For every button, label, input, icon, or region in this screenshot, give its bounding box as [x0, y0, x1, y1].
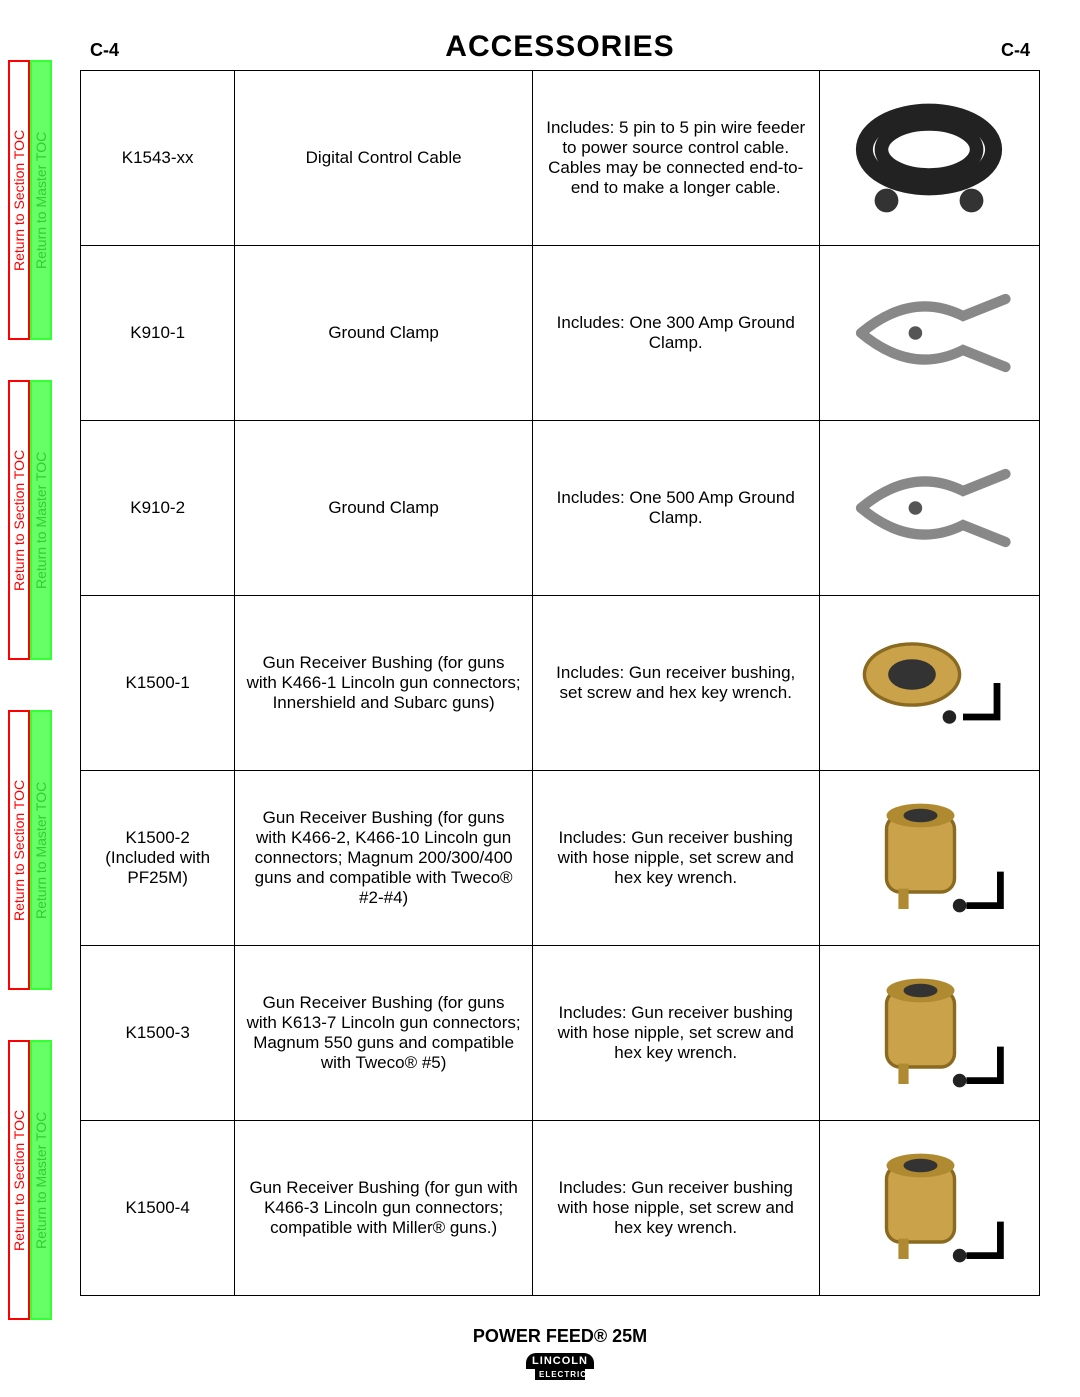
return-section-toc-link[interactable]: Return to Section TOC	[8, 710, 30, 990]
page-number-right: C-4	[1001, 40, 1030, 61]
return-section-toc-link[interactable]: Return to Section TOC	[8, 380, 30, 660]
part-name: Ground Clamp	[235, 246, 533, 421]
part-number: K910-1	[81, 246, 235, 421]
part-image	[819, 596, 1039, 771]
table-row: K910-1Ground ClampIncludes: One 300 Amp …	[81, 246, 1040, 421]
accessories-table: K1543-xxDigital Control CableIncludes: 5…	[80, 70, 1040, 1296]
return-master-toc-link[interactable]: Return to Master TOC	[30, 710, 52, 990]
return-master-toc-link[interactable]: Return to Master TOC	[30, 60, 52, 340]
table-row: K1500-4Gun Receiver Bushing (for gun wit…	[81, 1121, 1040, 1296]
table-row: K910-2Ground ClampIncludes: One 500 Amp …	[81, 421, 1040, 596]
part-number: K1543-xx	[81, 71, 235, 246]
page-header: C-4 ACCESSORIES C-4	[80, 30, 1040, 70]
table-row: K1500-1Gun Receiver Bushing (for guns wi…	[81, 596, 1040, 771]
return-master-toc-link[interactable]: Return to Master TOC	[30, 380, 52, 660]
lincoln-logo: LINCOLN ELECTRIC	[80, 1347, 1040, 1380]
return-section-toc-link[interactable]: Return to Section TOC	[8, 1040, 30, 1320]
part-image	[819, 421, 1039, 596]
page: Return to Section TOC Return to Master T…	[0, 0, 1080, 1397]
part-image	[819, 246, 1039, 421]
part-description: Includes: 5 pin to 5 pin wire feeder to …	[532, 71, 819, 246]
return-master-toc-link[interactable]: Return to Master TOC	[30, 1040, 52, 1320]
part-image	[819, 71, 1039, 246]
part-description: Includes: Gun receiver bushing, set scre…	[532, 596, 819, 771]
part-description: Includes: Gun receiver bushing with hose…	[532, 1121, 819, 1296]
part-image	[819, 1121, 1039, 1296]
part-description: Includes: Gun receiver bushing with hose…	[532, 946, 819, 1121]
return-section-toc-link[interactable]: Return to Section TOC	[8, 60, 30, 340]
side-tabs: Return to Section TOC Return to Master T…	[8, 0, 68, 1397]
part-image	[819, 771, 1039, 946]
part-name: Digital Control Cable	[235, 71, 533, 246]
part-name: Gun Receiver Bushing (for gun with K466-…	[235, 1121, 533, 1296]
page-number-left: C-4	[90, 40, 119, 61]
product-name: POWER FEED® 25M	[80, 1326, 1040, 1347]
part-description: Includes: One 300 Amp Ground Clamp.	[532, 246, 819, 421]
part-number: K1500-4	[81, 1121, 235, 1296]
part-description: Includes: Gun receiver bushing with hose…	[532, 771, 819, 946]
table-row: K1543-xxDigital Control CableIncludes: 5…	[81, 71, 1040, 246]
part-number: K1500-3	[81, 946, 235, 1121]
part-name: Gun Receiver Bushing (for guns with K613…	[235, 946, 533, 1121]
part-name: Gun Receiver Bushing (for guns with K466…	[235, 771, 533, 946]
part-name: Ground Clamp	[235, 421, 533, 596]
page-title: ACCESSORIES	[445, 30, 674, 64]
part-description: Includes: One 500 Amp Ground Clamp.	[532, 421, 819, 596]
table-row: K1500-2 (Included with PF25M)Gun Receive…	[81, 771, 1040, 946]
part-number: K1500-2 (Included with PF25M)	[81, 771, 235, 946]
page-footer: POWER FEED® 25M LINCOLN ELECTRIC	[80, 1326, 1040, 1380]
part-number: K1500-1	[81, 596, 235, 771]
table-row: K1500-3Gun Receiver Bushing (for guns wi…	[81, 946, 1040, 1121]
part-image	[819, 946, 1039, 1121]
part-name: Gun Receiver Bushing (for guns with K466…	[235, 596, 533, 771]
part-number: K910-2	[81, 421, 235, 596]
